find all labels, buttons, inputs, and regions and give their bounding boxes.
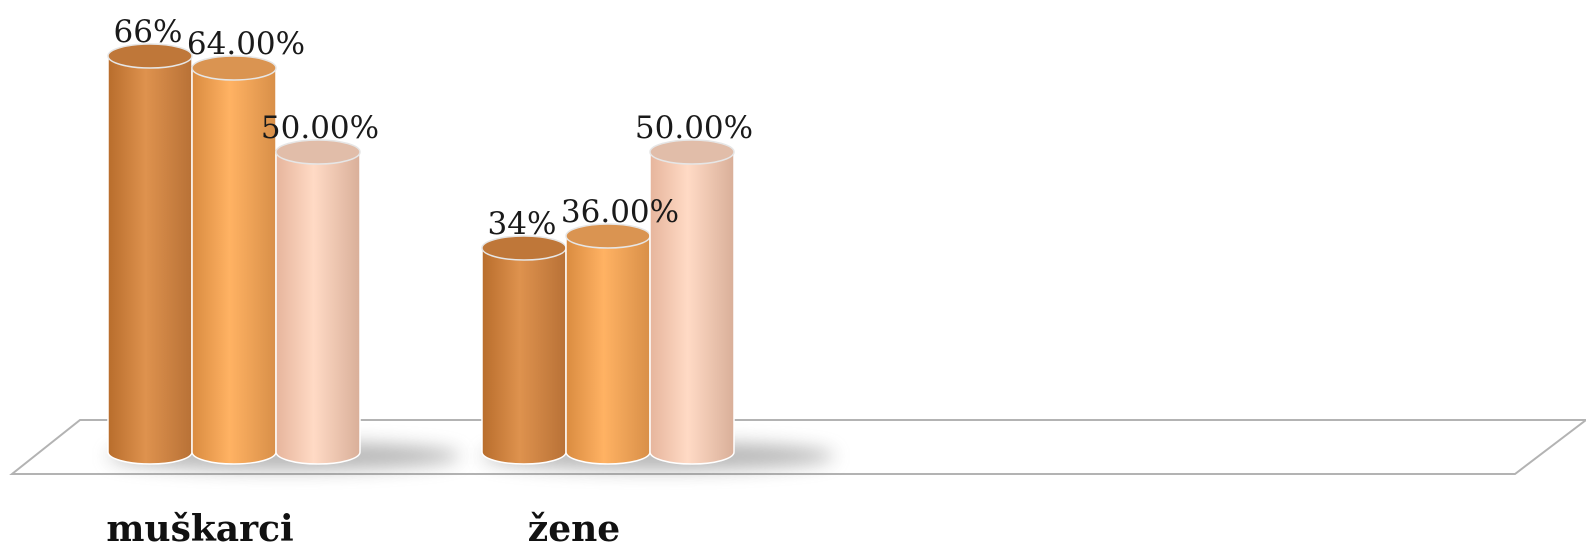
data-label: 64.00% xyxy=(187,26,305,62)
bar xyxy=(275,139,361,465)
data-label: 36.00% xyxy=(561,194,679,230)
bar-top xyxy=(107,43,193,69)
bars xyxy=(107,43,735,465)
data-label: 66% xyxy=(114,14,183,50)
bar xyxy=(107,43,193,465)
bar-body xyxy=(275,151,361,465)
data-label: 34% xyxy=(488,206,557,242)
bar-top xyxy=(275,139,361,165)
bar xyxy=(565,223,651,465)
bar-top xyxy=(191,55,277,81)
category-label: muškarci xyxy=(106,508,293,550)
data-label: 50.00% xyxy=(635,110,753,146)
bar-body xyxy=(191,67,277,465)
bar-top xyxy=(649,139,735,165)
bar-body xyxy=(107,55,193,465)
bar xyxy=(481,235,567,465)
data-labels: 66% 64.00% 50.00% 34% 36.00% 50.00% xyxy=(114,14,754,242)
bar xyxy=(649,139,735,465)
bar-body xyxy=(481,247,567,465)
bar-body xyxy=(649,151,735,465)
bar-body xyxy=(565,235,651,465)
category-label: žene xyxy=(528,508,620,550)
data-label: 50.00% xyxy=(261,110,379,146)
bar xyxy=(191,55,277,465)
